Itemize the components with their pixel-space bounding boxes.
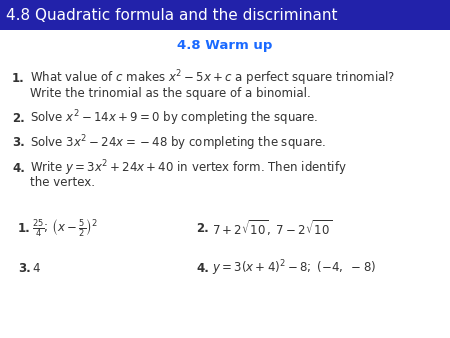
Text: 3.: 3. <box>12 137 25 149</box>
Text: Write the trinomial as the square of a binomial.: Write the trinomial as the square of a b… <box>30 87 311 99</box>
Text: $\frac{25}{4}$; $\left(x - \frac{5}{2}\right)^2$: $\frac{25}{4}$; $\left(x - \frac{5}{2}\r… <box>32 217 98 239</box>
Text: 4.8 Quadratic formula and the discriminant: 4.8 Quadratic formula and the discrimina… <box>6 7 338 23</box>
Text: 2.: 2. <box>12 112 25 124</box>
Text: 4.: 4. <box>12 162 25 174</box>
Bar <box>0 0 450 30</box>
Text: What value of $c$ makes $x^2 - 5x + c$ a perfect square trinomial?: What value of $c$ makes $x^2 - 5x + c$ a… <box>30 68 396 88</box>
Text: the vertex.: the vertex. <box>30 176 95 190</box>
Text: Solve $3x^2 - 24x = -48$ by completing the square.: Solve $3x^2 - 24x = -48$ by completing t… <box>30 133 326 153</box>
Text: 1.: 1. <box>12 72 25 84</box>
Text: $4$: $4$ <box>32 262 41 274</box>
Text: Write $y = 3x^2 + 24x + 40$ in vertex form. Then identify: Write $y = 3x^2 + 24x + 40$ in vertex fo… <box>30 158 347 178</box>
Text: 4.: 4. <box>196 262 209 274</box>
Text: 1.: 1. <box>18 221 31 235</box>
Text: $y = 3(x + 4)^2 - 8;\ (-4,\ -8)$: $y = 3(x + 4)^2 - 8;\ (-4,\ -8)$ <box>212 258 376 278</box>
Text: $7 + 2\sqrt{10},\ 7 - 2\sqrt{10}$: $7 + 2\sqrt{10},\ 7 - 2\sqrt{10}$ <box>212 218 332 238</box>
Text: 3.: 3. <box>18 262 31 274</box>
Text: 2.: 2. <box>196 221 209 235</box>
Text: Solve $x^2 - 14x + 9 = 0$ by completing the square.: Solve $x^2 - 14x + 9 = 0$ by completing … <box>30 108 318 128</box>
Text: 4.8 Warm up: 4.8 Warm up <box>177 39 273 51</box>
